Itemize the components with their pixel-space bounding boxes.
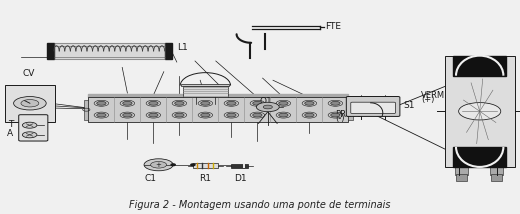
Circle shape bbox=[331, 101, 340, 105]
Circle shape bbox=[256, 102, 279, 112]
Text: (-): (-) bbox=[335, 114, 345, 123]
Text: B1: B1 bbox=[468, 60, 480, 69]
Circle shape bbox=[305, 101, 314, 105]
FancyBboxPatch shape bbox=[19, 115, 48, 141]
Bar bbox=[181, 84, 229, 86]
Bar bbox=[88, 94, 348, 97]
Bar bbox=[453, 147, 506, 167]
Circle shape bbox=[253, 101, 262, 105]
Circle shape bbox=[151, 162, 166, 168]
Text: VERM.: VERM. bbox=[421, 91, 448, 100]
Circle shape bbox=[123, 101, 132, 105]
Text: Q1: Q1 bbox=[260, 97, 273, 106]
Circle shape bbox=[144, 159, 173, 171]
Bar bbox=[445, 56, 515, 167]
Bar bbox=[453, 56, 506, 76]
Circle shape bbox=[279, 101, 288, 105]
Text: C1: C1 bbox=[145, 174, 157, 183]
Bar bbox=[490, 167, 503, 175]
Bar bbox=[455, 167, 468, 175]
Text: A: A bbox=[7, 129, 13, 138]
Circle shape bbox=[227, 113, 236, 117]
Text: T: T bbox=[8, 120, 13, 129]
Circle shape bbox=[201, 113, 210, 117]
Text: (+): (+) bbox=[421, 95, 435, 104]
Bar bbox=[47, 43, 54, 59]
Circle shape bbox=[22, 122, 37, 128]
Text: +: + bbox=[155, 162, 162, 168]
Text: D1: D1 bbox=[234, 174, 246, 183]
Text: L1: L1 bbox=[177, 43, 188, 52]
Text: T1: T1 bbox=[195, 89, 206, 98]
Circle shape bbox=[22, 132, 37, 138]
Bar bbox=[243, 164, 245, 168]
Circle shape bbox=[253, 113, 262, 117]
Circle shape bbox=[97, 101, 106, 105]
Circle shape bbox=[227, 101, 236, 105]
Bar bbox=[231, 164, 248, 168]
Text: CV: CV bbox=[22, 69, 35, 78]
FancyBboxPatch shape bbox=[346, 97, 400, 116]
Circle shape bbox=[21, 100, 39, 107]
Bar bbox=[54, 43, 165, 59]
Text: R1: R1 bbox=[199, 174, 212, 183]
Text: Figura 2 - Montagem usando uma ponte de terminais: Figura 2 - Montagem usando uma ponte de … bbox=[129, 200, 391, 210]
Circle shape bbox=[263, 105, 272, 109]
Circle shape bbox=[149, 101, 158, 105]
Bar bbox=[193, 163, 218, 168]
Bar bbox=[491, 174, 502, 181]
Circle shape bbox=[191, 164, 195, 166]
Circle shape bbox=[279, 113, 288, 117]
Circle shape bbox=[97, 113, 106, 117]
Bar bbox=[84, 100, 88, 119]
Bar bbox=[348, 100, 353, 119]
Circle shape bbox=[171, 164, 175, 166]
Circle shape bbox=[175, 101, 184, 105]
Bar bbox=[183, 86, 228, 97]
Circle shape bbox=[331, 113, 340, 117]
Circle shape bbox=[201, 101, 210, 105]
Circle shape bbox=[149, 113, 158, 117]
Bar bbox=[88, 97, 348, 122]
Bar bbox=[165, 43, 172, 59]
Circle shape bbox=[14, 97, 46, 110]
Circle shape bbox=[123, 113, 132, 117]
Text: FTE: FTE bbox=[325, 22, 341, 31]
Circle shape bbox=[459, 103, 501, 120]
Bar bbox=[456, 174, 467, 181]
Text: S1: S1 bbox=[403, 101, 414, 110]
Bar bbox=[5, 85, 55, 122]
Circle shape bbox=[305, 113, 314, 117]
Text: PRETO: PRETO bbox=[335, 110, 363, 119]
FancyBboxPatch shape bbox=[351, 102, 395, 113]
Circle shape bbox=[175, 113, 184, 117]
Bar bbox=[54, 43, 165, 59]
